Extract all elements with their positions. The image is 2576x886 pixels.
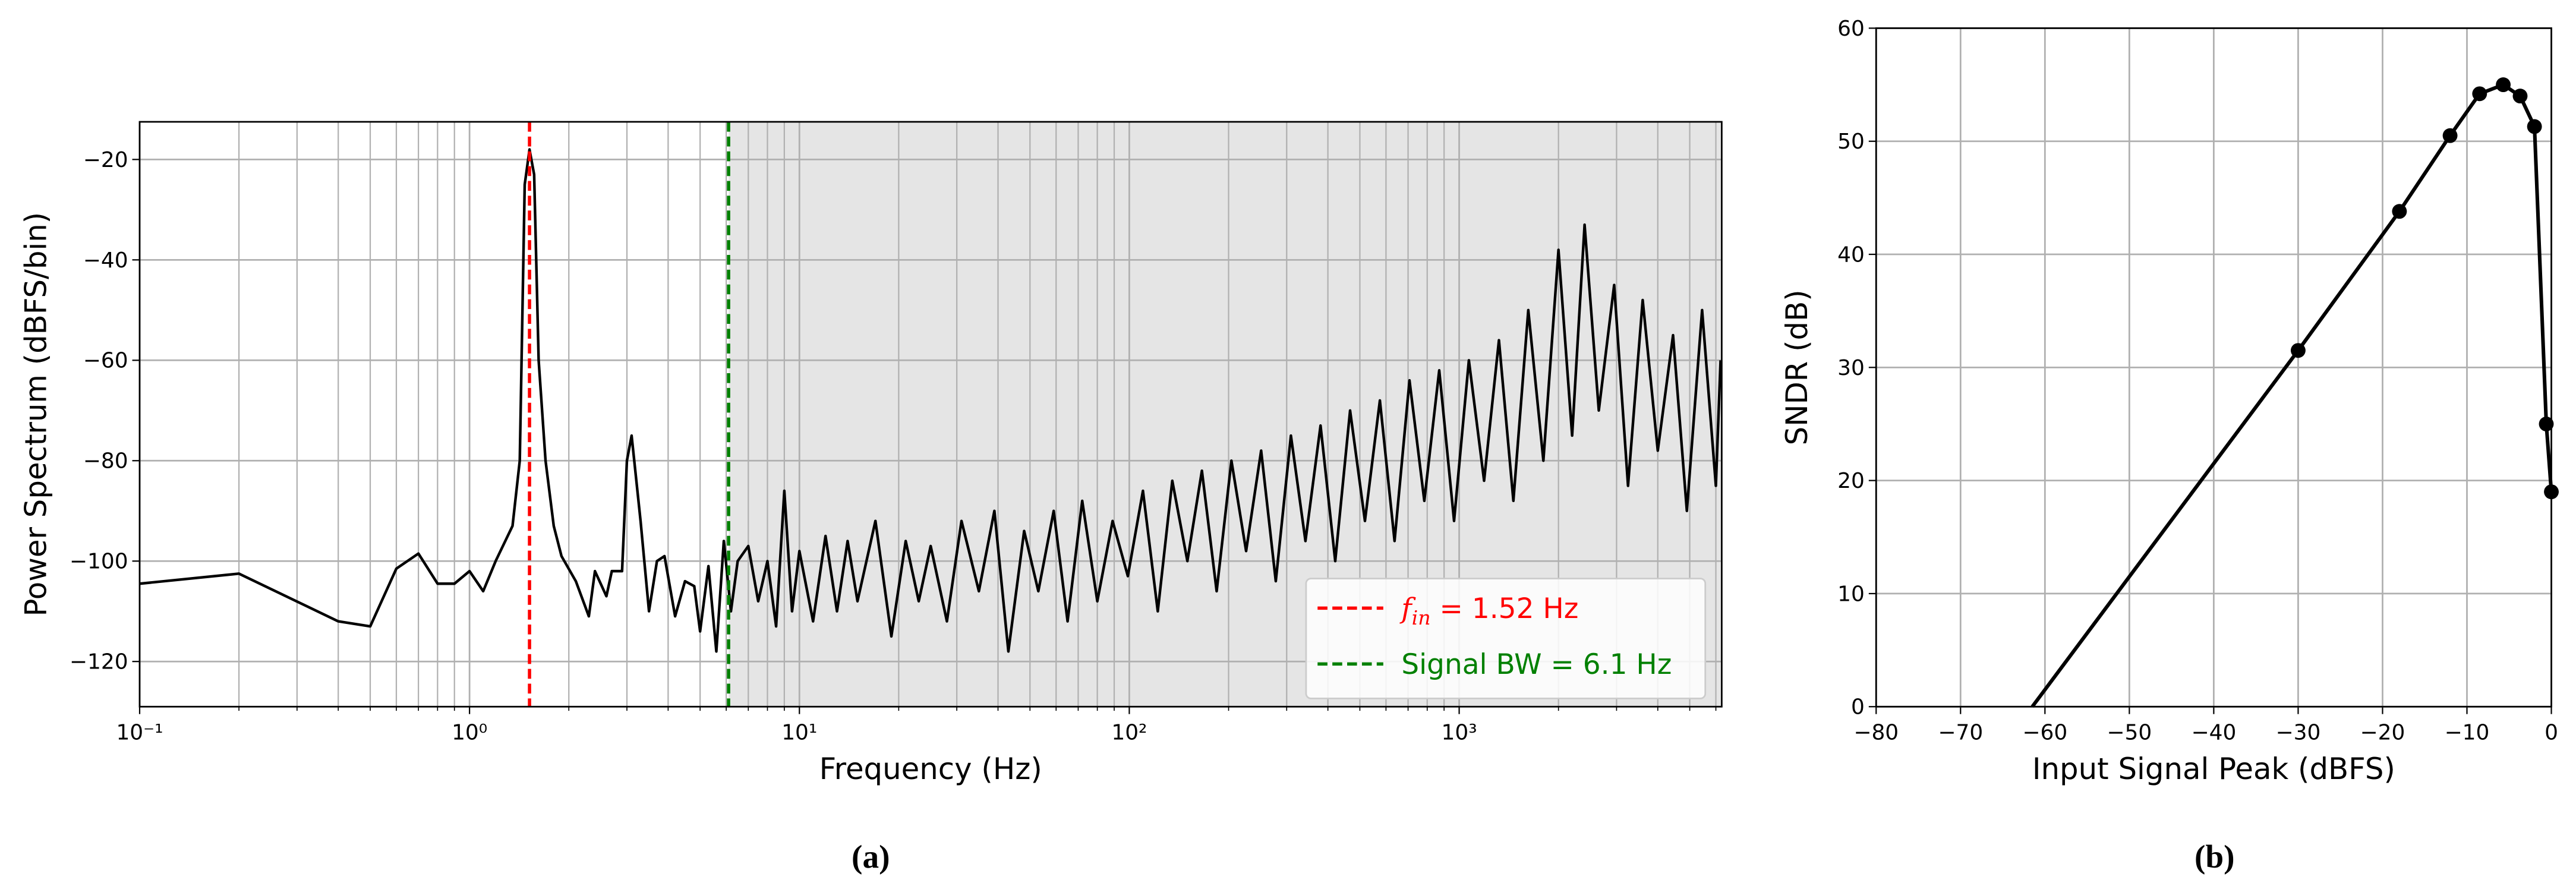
x-tick-label: −30: [2276, 721, 2321, 745]
x-tick-label: −40: [2191, 721, 2236, 745]
panel: −80 −70 −60 −50 −40 −30 −20 −10 0 0 10 20 30 40 50 60 In…: [1780, 17, 2559, 875]
data-point: [2527, 119, 2542, 134]
data-line: [2030, 83, 2553, 708]
axes-frame: [138, 121, 1723, 708]
data-point: [2496, 77, 2511, 93]
x-tick-label: −80: [1853, 721, 1899, 745]
x-tick-label: 10³: [1441, 721, 1477, 745]
panel: 10⁻¹ 10⁰ 10¹ 10² 10³ −20 −40 −60 −80 −100 −120 fin …: [18, 121, 1723, 875]
legend-label-part: Signal BW = 6.1 Hz: [1401, 648, 1672, 681]
y-tick-label: 0: [1851, 695, 1865, 720]
x-tick-label: −60: [2022, 721, 2067, 745]
data-point: [2512, 89, 2528, 104]
legend-box: [1305, 578, 1707, 699]
y-tick-label: −20: [83, 148, 128, 172]
y-tick-label: −120: [70, 650, 128, 674]
x-axis-label: Frequency (Hz): [819, 752, 1042, 786]
y-tick-label: −60: [83, 349, 128, 373]
x-tick-label: −50: [2107, 721, 2152, 745]
data-point: [2290, 343, 2306, 358]
y-tick-label: 60: [1837, 17, 1865, 41]
x-tick-label: −10: [2445, 721, 2490, 745]
data-line: [139, 148, 1722, 653]
x-tick-label: 0: [2545, 721, 2558, 745]
y-tick-label: 10: [1837, 582, 1865, 606]
y-tick-label: 30: [1837, 356, 1865, 380]
x-tick-label: −20: [2360, 721, 2405, 745]
data-point: [2539, 417, 2554, 431]
caption: (b): [2195, 838, 2235, 875]
legend-label-part: = 1.52 Hz: [1431, 592, 1579, 625]
data-point: [2392, 204, 2407, 219]
caption: (a): [852, 838, 890, 875]
y-tick-label: −80: [83, 449, 128, 474]
y-axis-label: SNDR (dB): [1780, 289, 1814, 445]
y-tick-label: −100: [70, 550, 128, 574]
y-tick-label: 20: [1837, 469, 1865, 493]
legend-label-part: in: [1412, 606, 1431, 629]
x-tick-label: 10²: [1111, 721, 1147, 745]
x-tick-label: 10¹: [781, 721, 817, 745]
y-axis-label: Power Spectrum (dBFS/bin): [18, 212, 53, 617]
axes-frame: [1875, 27, 2552, 708]
legend-label: fin = 1.52 Hz: [1399, 592, 1578, 629]
legend-label: Signal BW = 6.1 Hz: [1401, 648, 1672, 681]
y-tick-label: 40: [1837, 242, 1865, 267]
x-axis-label: Input Signal Peak (dBFS): [2032, 752, 2395, 786]
data-point: [2472, 86, 2487, 102]
x-tick-label: −70: [1938, 721, 1983, 745]
y-tick-label: 50: [1837, 130, 1865, 154]
x-tick-label: 10⁰: [452, 721, 487, 745]
y-tick-label: −40: [83, 248, 128, 273]
x-tick-label: 10⁻¹: [116, 721, 163, 745]
data-point: [2442, 128, 2458, 143]
